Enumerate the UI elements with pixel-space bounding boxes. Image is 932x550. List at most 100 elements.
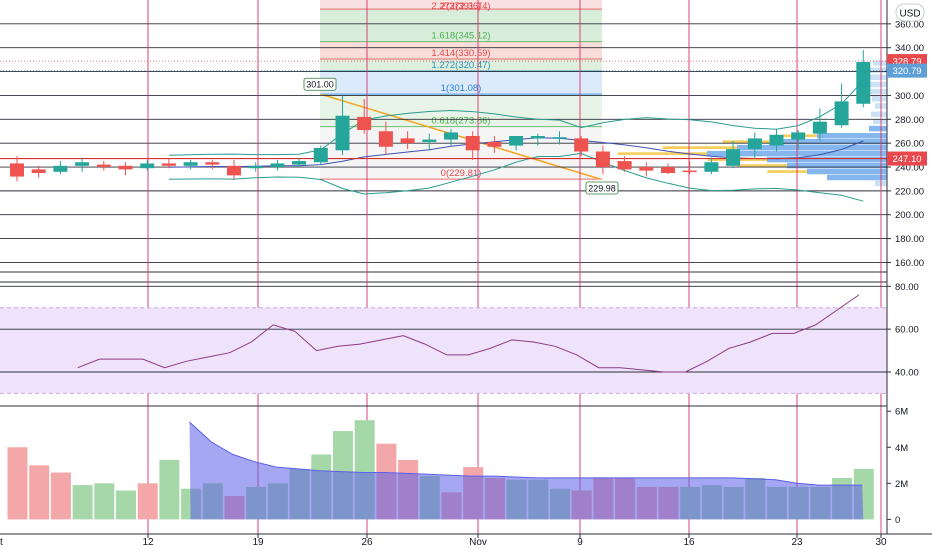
volume-pane[interactable] — [7, 420, 874, 520]
candlestick-series[interactable] — [10, 50, 871, 182]
volume-bar[interactable] — [116, 490, 136, 520]
candle-body[interactable] — [682, 170, 697, 173]
candle-body[interactable] — [769, 134, 784, 146]
candle-body[interactable] — [791, 132, 806, 140]
volume-profile-bar-sell — [617, 152, 707, 156]
swing-label-box — [303, 77, 337, 91]
candle-body[interactable] — [53, 165, 68, 172]
time-tick-label: 30 — [875, 537, 887, 548]
volume-profile-bar — [873, 118, 887, 125]
time-tick-label: 16 — [683, 537, 695, 548]
candle-body[interactable] — [487, 141, 502, 147]
candle-body[interactable] — [747, 138, 762, 150]
volume-tick-label: 2M — [895, 479, 908, 490]
volume-bar[interactable] — [50, 472, 71, 520]
volume-profile-bar — [869, 125, 887, 132]
price-tick-label: 200.00 — [895, 210, 924, 221]
rsi-pane[interactable] — [0, 285, 932, 407]
fib-level-label: 2(372.36) — [441, 1, 482, 12]
volume-profile-bar — [872, 96, 887, 102]
volume-tick-label: 4M — [895, 443, 908, 454]
volume-tick-label: 6M — [895, 407, 908, 418]
volume-average-area — [189, 422, 864, 520]
swing-label: 229.98 — [588, 183, 616, 193]
price-tick-label: 220.00 — [895, 186, 924, 197]
fibonacci-retracement[interactable]: 2.272(391.74)2(372.36) 1.618(345.12) 1.414… — [320, 0, 602, 180]
candle-body[interactable] — [183, 162, 198, 166]
candle-body[interactable] — [161, 163, 176, 166]
candle-body[interactable] — [140, 163, 155, 169]
price-badge — [887, 151, 927, 166]
candle-body[interactable] — [530, 136, 545, 139]
candle-body[interactable] — [856, 62, 871, 104]
price-badge — [887, 63, 927, 78]
price-tick-label: 360.00 — [895, 19, 924, 30]
fib-zone — [320, 0, 602, 10]
volume-bar[interactable] — [94, 483, 115, 520]
time-tick-label-partial: t — [0, 537, 3, 548]
candle-body[interactable] — [400, 138, 415, 144]
candle-body[interactable] — [118, 165, 133, 170]
candle-body[interactable] — [357, 116, 372, 131]
rsi-tick-label: 40.00 — [895, 368, 919, 379]
price-badge-label: 320.79 — [892, 66, 921, 77]
fib-level-label: 1.272(320.47) — [431, 60, 490, 71]
price-axis-background — [887, 0, 932, 550]
candle-body[interactable] — [248, 165, 263, 169]
swing-label: 301.00 — [306, 80, 334, 90]
candle-body[interactable] — [509, 136, 524, 146]
time-tick-label: 9 — [577, 537, 583, 548]
volume-average-line — [189, 421, 863, 486]
candle-body[interactable] — [704, 162, 719, 172]
candle-body[interactable] — [574, 138, 589, 152]
candle-body[interactable] — [205, 162, 220, 165]
volume-bar[interactable] — [137, 483, 158, 520]
candle-body[interactable] — [227, 165, 241, 176]
price-tick-label: 300.00 — [895, 91, 924, 102]
volume-bar[interactable] — [29, 465, 50, 520]
fib-zone — [320, 41, 602, 59]
candle-body[interactable] — [617, 161, 632, 170]
volume-bar[interactable] — [72, 485, 93, 520]
swing-label-box — [585, 181, 619, 195]
candle-body[interactable] — [335, 115, 350, 151]
upper-band-line — [168, 80, 864, 156]
candle-body[interactable] — [270, 163, 285, 168]
candle-body[interactable] — [444, 132, 458, 140]
candle-body[interactable] — [313, 147, 328, 163]
candle-body[interactable] — [292, 161, 307, 165]
rsi-line[interactable] — [77, 294, 860, 373]
price-badge-label: 328.79 — [892, 57, 921, 68]
candle-body[interactable] — [812, 121, 827, 134]
currency-badge[interactable] — [895, 3, 925, 22]
volume-profile-bar — [737, 144, 887, 151]
candle-body[interactable] — [422, 139, 437, 142]
candle-body[interactable] — [661, 167, 675, 173]
candle-body[interactable] — [75, 162, 90, 166]
candle-body[interactable] — [552, 137, 567, 139]
volume-tick-label: 0 — [895, 515, 900, 526]
volume-bar[interactable] — [7, 447, 28, 520]
candle-body[interactable] — [378, 131, 393, 147]
volume-profile-bar — [865, 67, 887, 73]
candle-body[interactable] — [96, 164, 111, 168]
candle-body[interactable] — [465, 136, 480, 151]
fib-level-label: 0.618(273.86) — [431, 116, 490, 127]
candle-body[interactable] — [595, 151, 610, 168]
volume-profile-bar — [867, 74, 887, 81]
fib-level-label: 2.272(391.74) — [431, 1, 490, 12]
candle-body[interactable] — [834, 101, 849, 126]
volume-profile-bar — [873, 60, 887, 66]
candle-body[interactable] — [726, 149, 741, 166]
volume-profile-bar — [871, 111, 887, 118]
candle-body[interactable] — [31, 169, 46, 173]
lower-band-line — [168, 152, 864, 202]
candle-body[interactable] — [639, 167, 654, 171]
volume-profile-bar — [777, 138, 887, 145]
candle-body[interactable] — [10, 163, 24, 177]
volume-bar[interactable] — [159, 459, 180, 520]
fib-zone — [320, 58, 602, 72]
time-tick-label: 26 — [361, 537, 373, 548]
